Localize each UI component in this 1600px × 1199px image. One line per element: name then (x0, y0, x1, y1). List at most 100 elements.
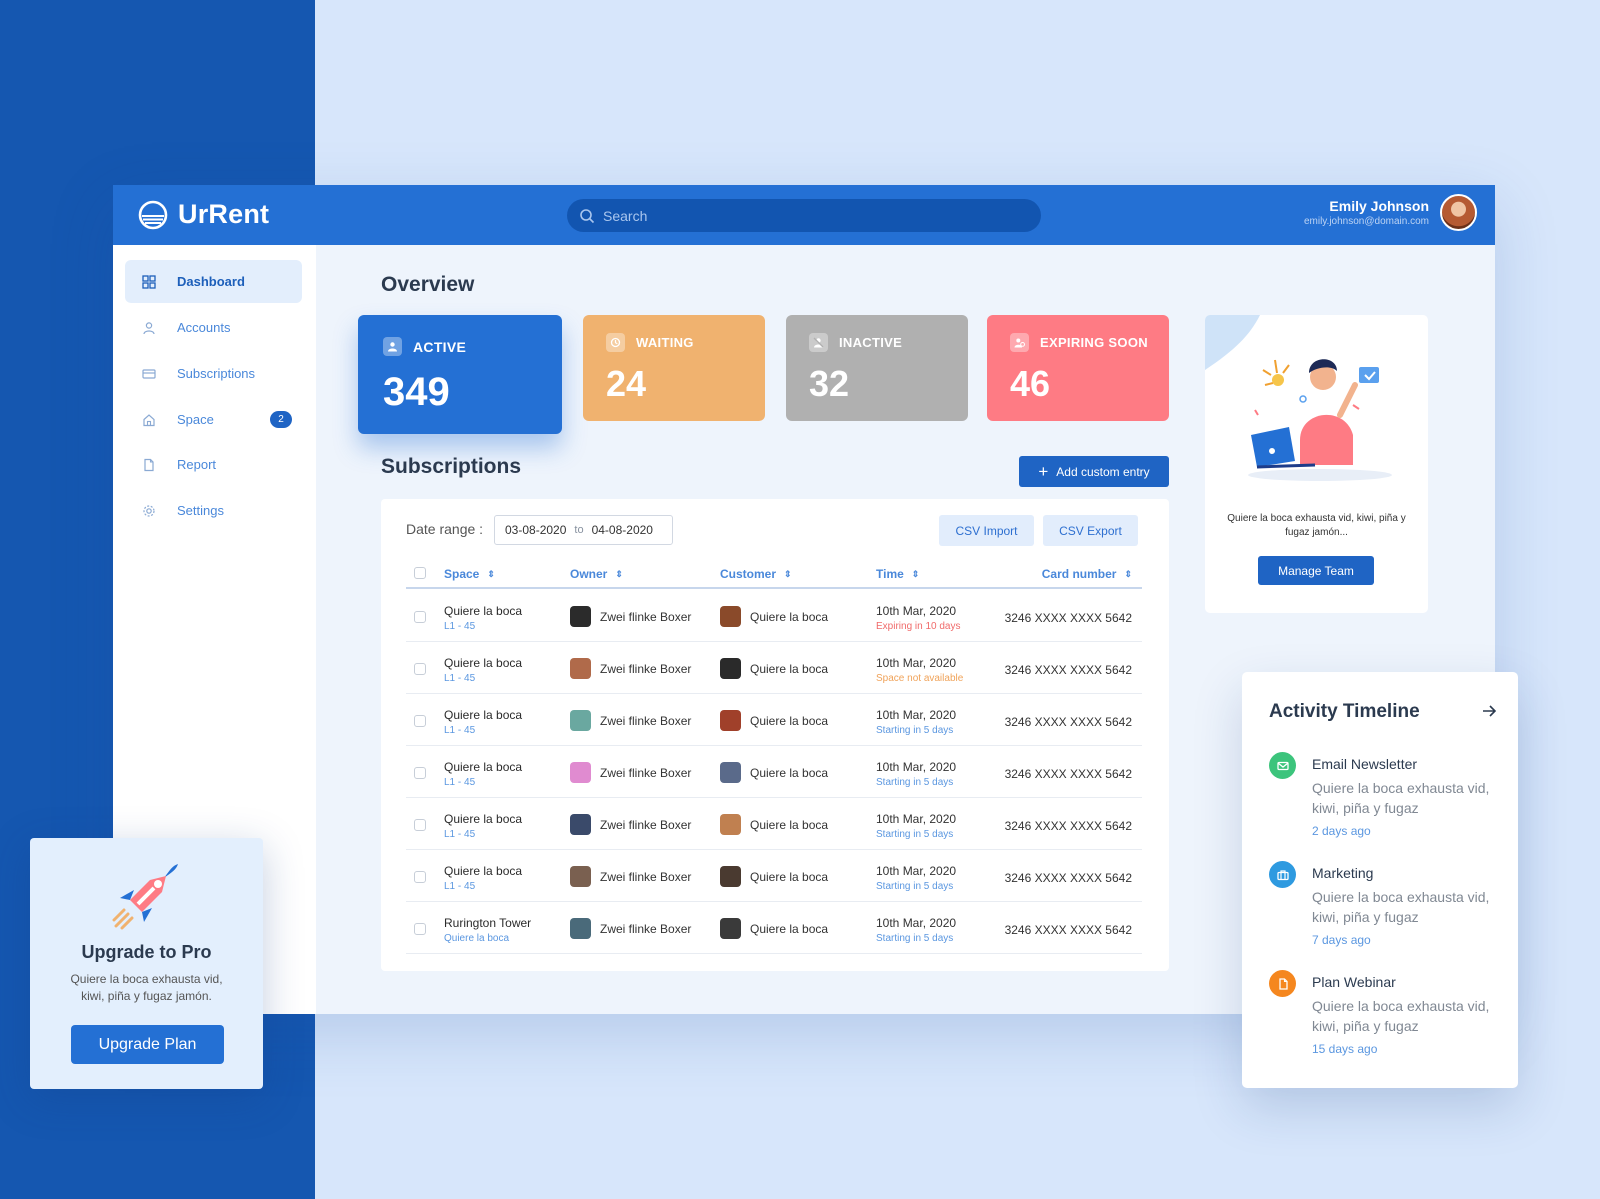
csv-import-button[interactable]: CSV Import (939, 515, 1034, 546)
stat-header: EXPIRING SOON (1010, 333, 1148, 352)
sidebar-item-label: Dashboard (177, 274, 245, 289)
owner-avatar (570, 606, 591, 627)
owner-name: Zwei flinke Boxer (600, 869, 692, 884)
cell-space: Quiere la boca L1 - 45 (444, 760, 522, 788)
column-label: Owner (570, 567, 608, 581)
table-row[interactable]: Quiere la boca L1 - 45 Zwei flinke Boxer Qu… (406, 591, 1142, 642)
space-sub: L1 - 45 (444, 777, 476, 788)
cell-owner: Zwei flinke Boxer (570, 606, 691, 627)
user-email: emily.johnson@domain.com (1303, 216, 1429, 227)
space-name: Quiere la boca (444, 656, 523, 670)
customer-name: Quiere la boca (750, 609, 829, 624)
add-custom-entry-label: Add custom entry (1056, 464, 1150, 479)
mail-icon (1269, 752, 1296, 779)
sidebar-item-report[interactable]: Report (125, 443, 302, 486)
table-header: Space ⇕ Owner ⇕ Customer ⇕ Time ⇕ Card numbe… (406, 557, 1142, 589)
row-checkbox[interactable] (414, 767, 426, 779)
time-status: Starting in 5 days (876, 933, 954, 944)
owner-name: Zwei flinke Boxer (600, 661, 692, 676)
stat-header: INACTIVE (809, 333, 902, 352)
stat-card-expiring-soon[interactable]: EXPIRING SOON 46 (987, 315, 1169, 421)
column-label: Time (876, 567, 904, 581)
arrow-right-icon[interactable] (1480, 702, 1498, 720)
user-info: Emily Johnson emily.johnson@domain.com (1304, 198, 1429, 227)
time-date: 10th Mar, 2020 (876, 812, 957, 826)
stat-card-inactive[interactable]: INACTIVE 32 (786, 315, 968, 421)
date-range-picker[interactable]: 03-08-2020 to 04-08-2020 (494, 515, 673, 545)
column-owner[interactable]: Owner ⇕ (570, 567, 623, 581)
table-row[interactable]: Quiere la boca L1 - 45 Zwei flinke Boxer Qu… (406, 643, 1142, 694)
owner-name: Zwei flinke Boxer (600, 765, 692, 780)
cell-customer: Quiere la boca (720, 866, 828, 887)
customer-avatar (720, 658, 741, 679)
activity-description: Quiere la boca exhausta vid, kiwi, piña … (1312, 889, 1490, 925)
activity-description: Quiere la boca exhausta vid, kiwi, piña … (1312, 780, 1490, 816)
sidebar-item-subscriptions[interactable]: Subscriptions (125, 352, 302, 395)
stat-card-waiting[interactable]: WAITING 24 (583, 315, 765, 421)
avatar[interactable] (1440, 194, 1477, 231)
column-label: Card number (1041, 567, 1117, 581)
sort-icon: ⇕ (615, 568, 623, 579)
activity-name: Marketing (1312, 865, 1374, 881)
column-time[interactable]: Time ⇕ (876, 567, 919, 581)
document-icon (1269, 970, 1296, 997)
date-separator: to (574, 524, 584, 536)
sort-icon: ⇕ (911, 568, 920, 579)
logo[interactable]: UrRent (138, 199, 269, 230)
column-space[interactable]: Space ⇕ (444, 567, 495, 581)
logo-icon (138, 200, 168, 229)
date-range-label: Date range : (406, 521, 484, 537)
cell-owner: Zwei flinke Boxer (570, 710, 691, 731)
user-profile[interactable]: Emily Johnson emily.johnson@domain.com (1304, 194, 1477, 231)
stat-card-active[interactable]: ACTIVE 349 (358, 315, 562, 434)
user-name: Emily Johnson (1329, 198, 1429, 214)
row-checkbox[interactable] (414, 715, 426, 727)
stat-value: 46 (1010, 363, 1051, 404)
search-input[interactable] (603, 207, 1023, 224)
table-row[interactable]: Quiere la boca L1 - 45 Zwei flinke Boxer Qu… (406, 799, 1142, 850)
row-checkbox[interactable] (414, 871, 426, 883)
space-name: Quiere la boca (444, 864, 523, 878)
sidebar-item-settings[interactable]: Settings (125, 489, 302, 532)
cell-card-number: 3246 XXXX XXXX 5642 (1004, 715, 1132, 729)
space-name: Quiere la boca (444, 604, 523, 618)
stat-label: EXPIRING SOON (1040, 335, 1148, 350)
manage-team-button[interactable]: Manage Team (1258, 556, 1374, 585)
select-all-checkbox[interactable] (414, 567, 426, 579)
upgrade-plan-button[interactable]: Upgrade Plan (71, 1025, 224, 1064)
csv-export-button[interactable]: CSV Export (1043, 515, 1138, 546)
space-name: Quiere la boca (444, 708, 523, 722)
customer-avatar (720, 762, 741, 783)
owner-avatar (570, 658, 591, 679)
time-date: 10th Mar, 2020 (876, 864, 957, 878)
column-customer[interactable]: Customer ⇕ (720, 567, 792, 581)
owner-name: Zwei flinke Boxer (600, 817, 692, 832)
stat-header: WAITING (606, 333, 694, 352)
add-custom-entry-button[interactable]: + Add custom entry (1019, 456, 1169, 487)
row-checkbox[interactable] (414, 819, 426, 831)
sort-icon: ⇕ (487, 568, 495, 579)
sidebar-item-space[interactable]: Space 2 (125, 398, 302, 441)
search-bar[interactable] (567, 199, 1041, 232)
user-off-icon (809, 333, 828, 352)
cell-space: Quiere la boca L1 - 45 (444, 656, 522, 684)
owner-avatar (570, 814, 591, 835)
cell-time: 10th Mar, 2020 Space not available (876, 656, 963, 684)
table-row[interactable]: Rurington Tower Quiere la boca Zwei flinke… (406, 903, 1142, 954)
table-row[interactable]: Quiere la boca L1 - 45 Zwei flinke Boxer Qu… (406, 695, 1142, 746)
user-icon (143, 321, 155, 334)
activity-timeline-card: Activity Timeline Email Newsletter Quier… (1242, 672, 1518, 1088)
column-card-number[interactable]: Card number ⇕ (1042, 567, 1132, 581)
table-row[interactable]: Quiere la boca L1 - 45 Zwei flinke Boxer Qu… (406, 851, 1142, 902)
file-icon (144, 458, 154, 471)
sidebar-item-accounts[interactable]: Accounts (125, 306, 302, 349)
table-row[interactable]: Quiere la boca L1 - 45 Zwei flinke Boxer Qu… (406, 747, 1142, 798)
plus-icon: + (1038, 462, 1049, 481)
row-checkbox[interactable] (414, 611, 426, 623)
stat-value: 349 (383, 370, 450, 414)
space-sub: L1 - 45 (444, 673, 476, 684)
sidebar-item-dashboard[interactable]: Dashboard (125, 260, 302, 303)
cell-card-number: 3246 XXXX XXXX 5642 (1004, 871, 1132, 885)
row-checkbox[interactable] (414, 663, 426, 675)
row-checkbox[interactable] (414, 923, 426, 935)
